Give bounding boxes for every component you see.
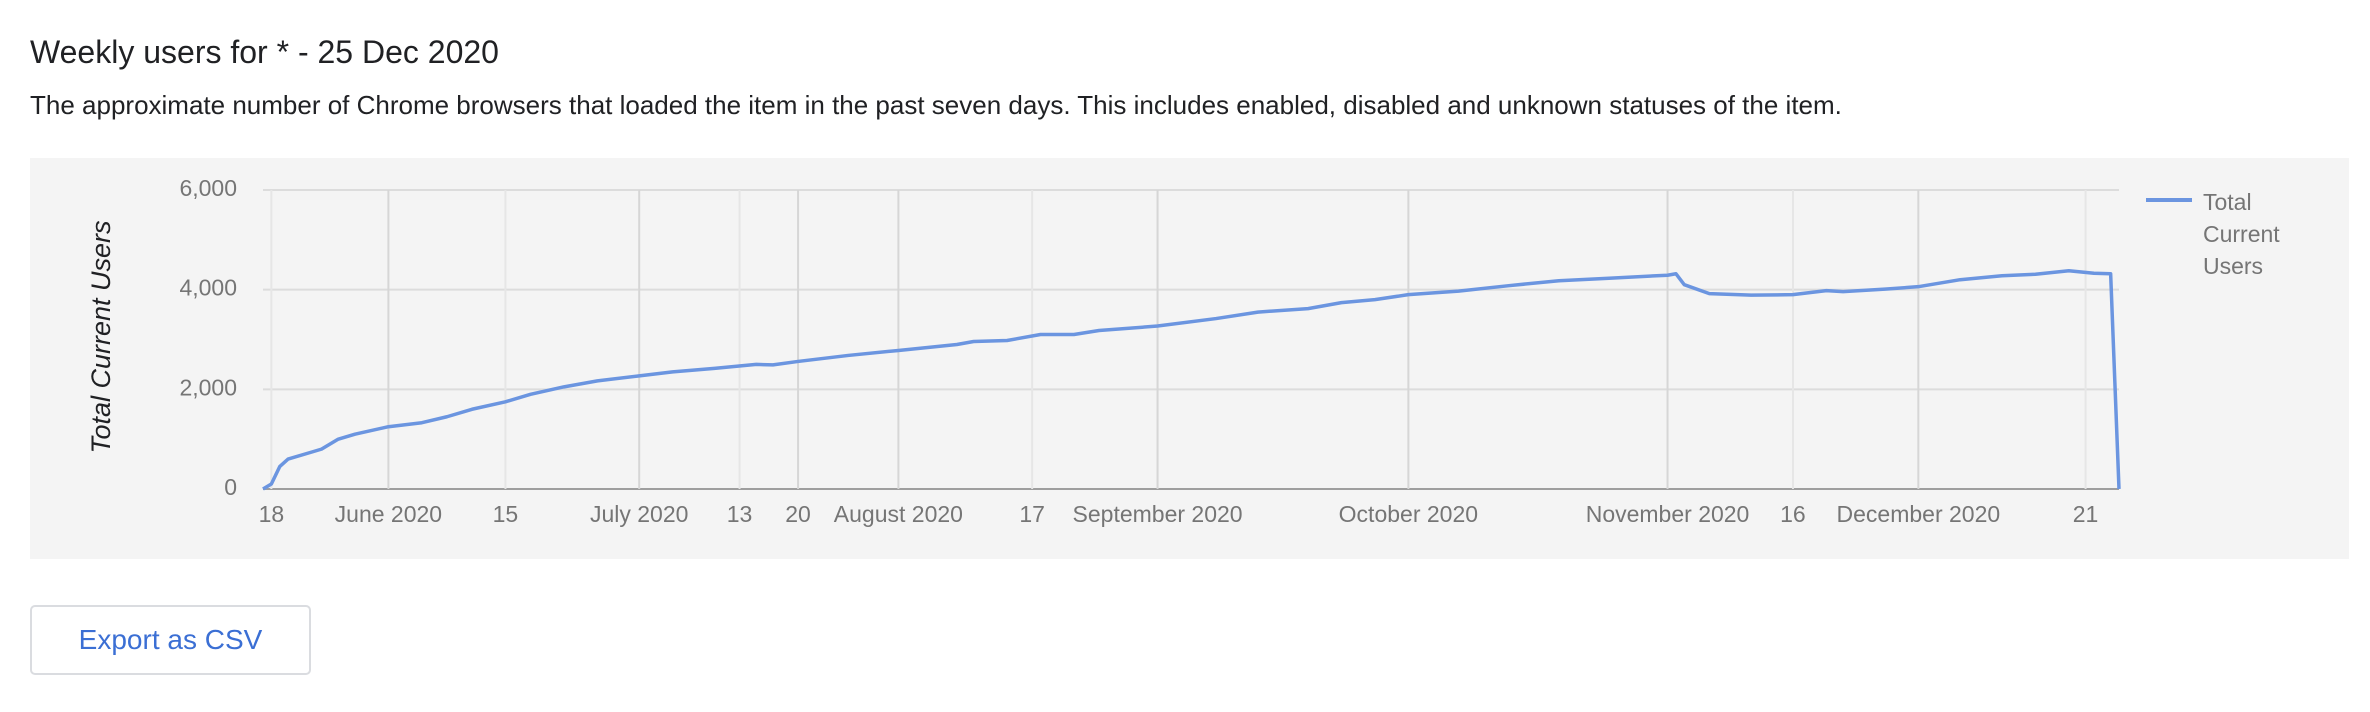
description: The approximate number of Chrome browser… [30,90,1842,120]
x-tick-label: June 2020 [335,501,442,527]
x-tick-label: September 2020 [1073,501,1243,527]
x-tick-label: 17 [1019,501,1045,527]
export-button[interactable]: Export as CSV [30,605,311,675]
y-tick-label: 4,000 [179,275,237,301]
x-tick-label: 18 [259,501,285,527]
data-line [262,268,2121,491]
y-tick-label: 2,000 [179,374,237,400]
x-tick-label: December 2020 [1837,501,2001,527]
y-axis-label: Total Current Users [86,220,116,453]
chart-panel [30,158,2349,559]
legend-label: Total Current Users [2203,189,2280,279]
x-tick-label: November 2020 [1586,501,1750,527]
x-tick-label: 13 [727,501,753,527]
x-tick-label: 15 [493,501,519,527]
x-tick-label: 21 [2073,501,2099,527]
x-tick-label: 20 [785,501,811,527]
x-tick-label: July 2020 [590,501,688,527]
y-tick-label: 6,000 [179,175,237,201]
y-tick-label: 0 [224,474,237,500]
x-tick-label: 16 [1780,501,1806,527]
title: Weekly users for * - 25 Dec 2020 [30,34,499,70]
x-tick-label: August 2020 [834,501,963,527]
x-tick-label: October 2020 [1339,501,1478,527]
